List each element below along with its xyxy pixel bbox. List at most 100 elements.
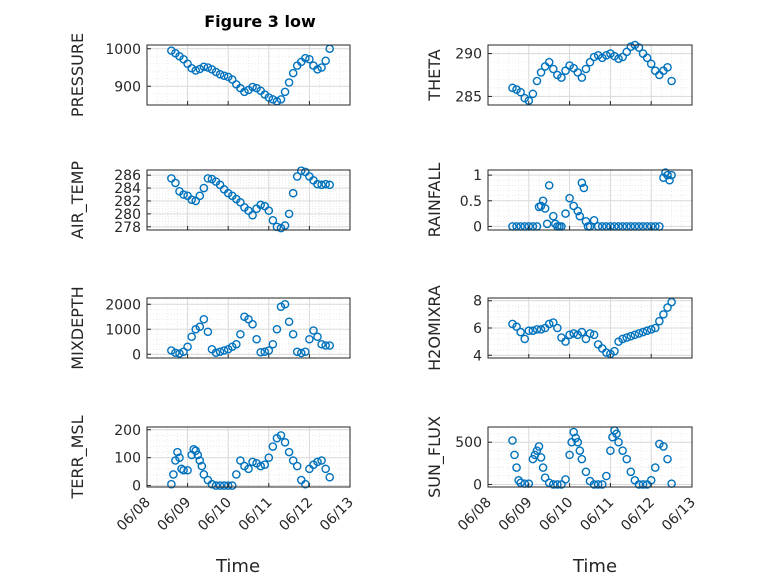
data-point xyxy=(232,470,241,479)
data-point xyxy=(569,201,578,211)
data-point xyxy=(183,465,192,475)
data-point xyxy=(276,95,286,104)
data-point xyxy=(321,56,330,66)
data-point xyxy=(215,481,225,490)
data-point xyxy=(561,66,570,76)
data-point xyxy=(203,174,213,183)
data-point xyxy=(602,348,611,357)
data-point xyxy=(565,330,574,340)
data-point xyxy=(524,326,534,336)
y-tick-label: 278 xyxy=(114,220,141,236)
data-point xyxy=(187,332,196,342)
data-point xyxy=(199,183,209,193)
data-point xyxy=(292,347,302,357)
data-point xyxy=(538,196,548,206)
data-point xyxy=(589,330,599,340)
data-point xyxy=(622,333,632,342)
subplot-mixdepth: 0 1000 2000 MIXDEPTH xyxy=(68,286,351,370)
data-point xyxy=(232,339,241,349)
subplot-h2omixra: 4 6 8 H2OMIXRA xyxy=(425,285,693,371)
data-point xyxy=(575,211,585,221)
data-point xyxy=(288,68,298,78)
data-point xyxy=(659,310,668,319)
data-point xyxy=(540,473,550,483)
x-axis-label-right: Time xyxy=(572,556,618,577)
data-point xyxy=(665,175,674,185)
data-point xyxy=(585,329,595,338)
y-tick-label: 0 xyxy=(473,477,482,493)
data-point xyxy=(516,478,525,488)
y-tick-label: 1000 xyxy=(105,42,141,58)
data-point xyxy=(634,329,644,338)
data-point xyxy=(579,183,589,193)
data-point xyxy=(561,209,570,218)
y-tick-label: 2000 xyxy=(105,297,141,313)
data-point xyxy=(284,447,294,457)
data-point xyxy=(508,436,517,445)
data-point xyxy=(618,446,627,455)
data-point xyxy=(602,471,611,481)
data-point xyxy=(195,191,205,201)
data-point xyxy=(577,178,587,188)
data-point xyxy=(240,87,249,97)
data-point xyxy=(577,73,587,82)
y-tick-label: 100 xyxy=(114,451,141,467)
data-point xyxy=(610,346,619,356)
series-markers xyxy=(167,431,335,490)
data-point xyxy=(276,431,286,440)
data-point xyxy=(189,445,198,454)
minor-grid xyxy=(488,427,692,487)
data-point xyxy=(171,348,180,358)
series-markers xyxy=(508,168,676,231)
series-markers xyxy=(167,44,335,106)
data-point xyxy=(573,206,583,216)
data-point xyxy=(301,347,310,357)
data-point xyxy=(508,83,517,93)
data-point xyxy=(565,450,574,460)
data-point xyxy=(516,327,525,337)
data-point xyxy=(280,87,290,97)
data-point xyxy=(532,325,542,334)
y-tick-label: 286 xyxy=(114,168,141,184)
data-point xyxy=(606,446,615,455)
data-point xyxy=(199,62,209,72)
data-point xyxy=(215,347,225,357)
data-point xyxy=(317,339,326,349)
data-point xyxy=(548,211,558,221)
data-point xyxy=(528,89,538,99)
data-point xyxy=(284,317,294,327)
y-tick-label: 0 xyxy=(473,219,482,235)
series-markers xyxy=(508,297,676,359)
subplot-pressure: 900 1000 PRESSURE xyxy=(68,33,351,117)
data-point xyxy=(191,446,201,456)
data-point xyxy=(655,316,664,326)
data-point xyxy=(175,453,184,462)
y-axis-label: MIXDEPTH xyxy=(68,286,87,369)
data-point xyxy=(618,334,627,344)
data-point xyxy=(187,195,196,204)
data-point xyxy=(548,318,558,327)
data-point xyxy=(321,179,330,189)
data-point xyxy=(571,433,581,443)
data-point xyxy=(589,215,599,225)
y-axis-label: PRESSURE xyxy=(68,33,87,117)
data-point xyxy=(272,324,282,334)
data-point xyxy=(317,180,326,190)
figure-title: Figure 3 low xyxy=(204,12,316,31)
data-point xyxy=(309,326,318,335)
series-markers xyxy=(167,299,335,358)
data-point xyxy=(248,82,257,92)
data-point xyxy=(296,348,306,358)
y-tick-label: 500 xyxy=(455,435,482,451)
data-point xyxy=(203,327,213,337)
data-point xyxy=(325,341,335,350)
data-point xyxy=(177,464,186,474)
data-point xyxy=(195,456,205,465)
axes-frame xyxy=(487,169,693,231)
data-point xyxy=(577,327,587,337)
y-axis-label: H2OMIXRA xyxy=(425,285,444,371)
data-point xyxy=(512,322,521,331)
data-point xyxy=(612,429,621,439)
